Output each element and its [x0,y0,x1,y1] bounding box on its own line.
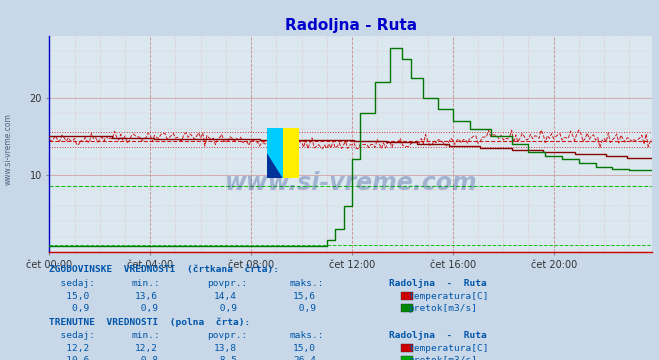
Text: temperatura[C]: temperatura[C] [409,344,489,353]
Text: 13,6: 13,6 [135,292,158,301]
Text: temperatura[C]: temperatura[C] [409,292,489,301]
Text: min.:: min.: [132,331,161,340]
Text: TRENUTNE  VREDNOSTI  (polna  črta):: TRENUTNE VREDNOSTI (polna črta): [49,318,250,327]
Text: 12,2: 12,2 [49,344,90,353]
Text: 14,4: 14,4 [214,292,237,301]
Text: 26,4: 26,4 [293,356,316,360]
Polygon shape [267,128,283,178]
Text: pretok[m3/s]: pretok[m3/s] [409,356,478,360]
Text: 0,8: 0,8 [135,356,158,360]
Text: 0,9: 0,9 [135,304,158,313]
Text: 15,6: 15,6 [293,292,316,301]
Text: pretok[m3/s]: pretok[m3/s] [409,304,478,313]
Text: 15,0: 15,0 [293,344,316,353]
Text: 13,8: 13,8 [214,344,237,353]
Text: 15,0: 15,0 [49,292,90,301]
Text: maks.:: maks.: [290,279,324,288]
Text: 10,6: 10,6 [49,356,90,360]
Text: Radoljna  -  Ruta: Radoljna - Ruta [389,331,486,340]
Text: 0,9: 0,9 [293,304,316,313]
Text: Radoljna  -  Ruta: Radoljna - Ruta [389,279,486,288]
Text: maks.:: maks.: [290,331,324,340]
Text: ZGODOVINSKE  VREDNOSTI  (črtkana  črta):: ZGODOVINSKE VREDNOSTI (črtkana črta): [49,265,279,274]
Text: sedaj:: sedaj: [49,331,96,340]
Text: www.si-vreme.com: www.si-vreme.com [225,171,477,195]
Polygon shape [267,153,283,178]
Title: Radoljna - Ruta: Radoljna - Ruta [285,18,417,33]
Text: www.si-vreme.com: www.si-vreme.com [4,113,13,185]
Text: 0,9: 0,9 [214,304,237,313]
Text: povpr.:: povpr.: [208,279,248,288]
Text: povpr.:: povpr.: [208,331,248,340]
Text: min.:: min.: [132,279,161,288]
Text: 0,9: 0,9 [49,304,90,313]
Text: 12,2: 12,2 [135,344,158,353]
Text: 8,5: 8,5 [214,356,237,360]
Text: sedaj:: sedaj: [49,279,96,288]
Polygon shape [283,128,299,178]
